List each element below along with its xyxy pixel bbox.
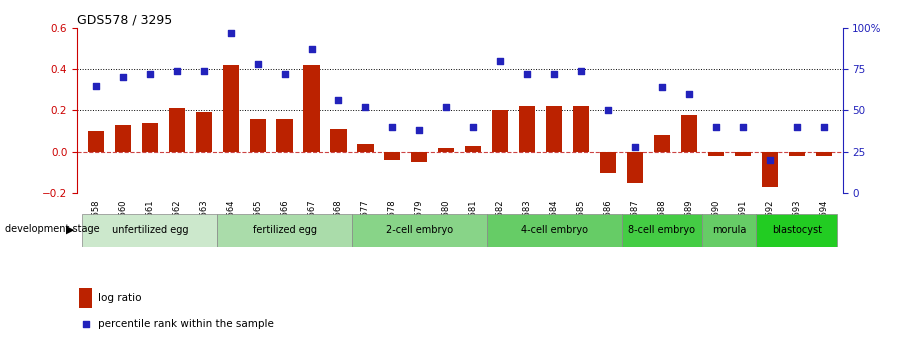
- Text: 2-cell embryo: 2-cell embryo: [386, 225, 453, 235]
- Point: [601, 108, 615, 113]
- Point: [681, 91, 696, 97]
- Bar: [487, 214, 622, 247]
- Bar: [79, 288, 92, 308]
- Bar: [762, 152, 778, 187]
- Bar: [411, 152, 428, 162]
- Bar: [788, 152, 805, 156]
- Point: [708, 124, 723, 130]
- Point: [197, 68, 211, 73]
- Point: [89, 83, 103, 88]
- Point: [412, 128, 427, 133]
- Bar: [708, 152, 724, 156]
- Point: [789, 124, 804, 130]
- Point: [332, 98, 346, 103]
- Text: blastocyst: blastocyst: [772, 225, 822, 235]
- Bar: [519, 106, 535, 152]
- Bar: [622, 214, 702, 247]
- Bar: [196, 112, 212, 152]
- Text: ▶: ▶: [66, 225, 74, 234]
- Text: 4-cell embryo: 4-cell embryo: [521, 225, 588, 235]
- Bar: [115, 125, 131, 152]
- Point: [358, 104, 372, 110]
- Bar: [702, 214, 757, 247]
- Point: [547, 71, 562, 77]
- Point: [224, 30, 238, 35]
- Text: GDS578 / 3295: GDS578 / 3295: [77, 13, 172, 27]
- Bar: [815, 152, 832, 156]
- Point: [439, 104, 454, 110]
- Point: [573, 68, 588, 73]
- Bar: [546, 106, 563, 152]
- Bar: [304, 65, 320, 152]
- Bar: [680, 115, 697, 152]
- Point: [655, 85, 670, 90]
- Bar: [654, 135, 670, 152]
- Bar: [492, 110, 508, 152]
- Bar: [223, 65, 239, 152]
- Point: [466, 124, 480, 130]
- Point: [385, 124, 400, 130]
- Bar: [735, 152, 751, 156]
- Bar: [600, 152, 616, 172]
- Point: [277, 71, 292, 77]
- Bar: [249, 119, 265, 152]
- Point: [736, 124, 750, 130]
- Point: [493, 58, 507, 63]
- Point: [250, 61, 265, 67]
- Bar: [627, 152, 643, 183]
- Point: [79, 322, 93, 327]
- Bar: [141, 123, 158, 152]
- Text: morula: morula: [712, 225, 747, 235]
- Text: log ratio: log ratio: [99, 293, 142, 303]
- Text: development stage: development stage: [5, 225, 99, 234]
- Text: fertilized egg: fertilized egg: [253, 225, 316, 235]
- Point: [520, 71, 535, 77]
- Bar: [384, 152, 400, 160]
- Bar: [357, 144, 373, 152]
- Point: [116, 75, 130, 80]
- Bar: [276, 119, 293, 152]
- Bar: [331, 129, 347, 152]
- Bar: [169, 108, 185, 152]
- Point: [628, 144, 642, 150]
- Bar: [352, 214, 487, 247]
- Bar: [465, 146, 481, 152]
- Point: [763, 157, 777, 163]
- Text: 8-cell embryo: 8-cell embryo: [629, 225, 696, 235]
- Bar: [88, 131, 104, 152]
- Point: [142, 71, 157, 77]
- Bar: [82, 214, 217, 247]
- Text: percentile rank within the sample: percentile rank within the sample: [99, 319, 275, 329]
- Text: unfertilized egg: unfertilized egg: [111, 225, 188, 235]
- Point: [169, 68, 184, 73]
- Point: [816, 124, 831, 130]
- Bar: [439, 148, 455, 152]
- Bar: [573, 106, 589, 152]
- Bar: [217, 214, 352, 247]
- Point: [304, 46, 319, 52]
- Bar: [757, 214, 837, 247]
